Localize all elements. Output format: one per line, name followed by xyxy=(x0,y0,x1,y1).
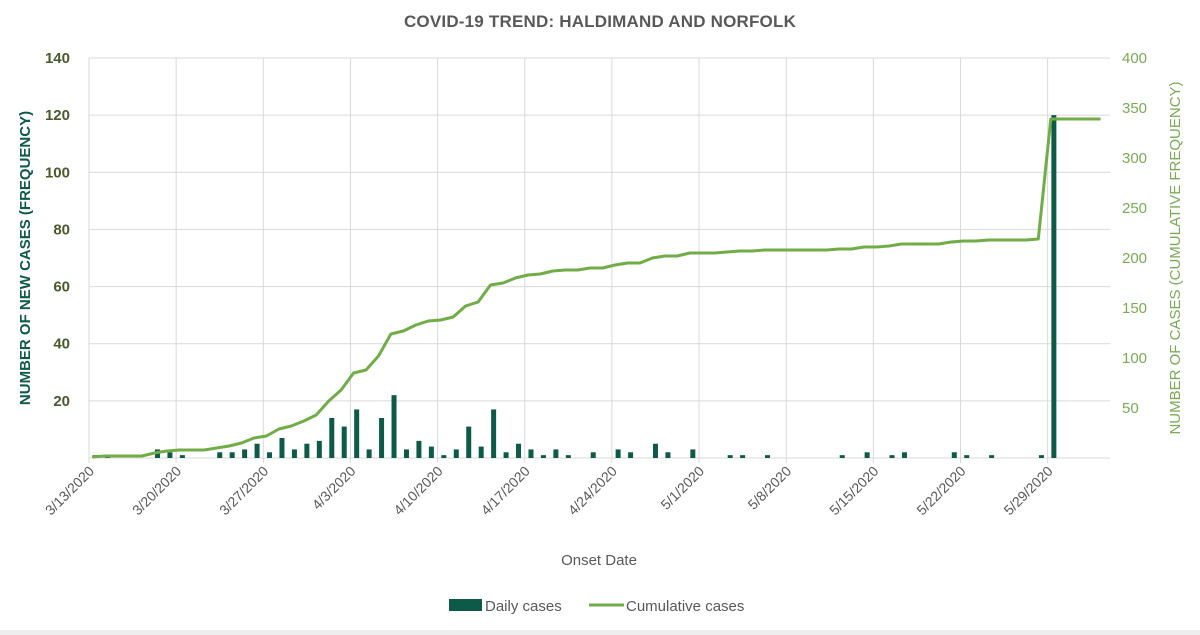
left-tick-label: 100 xyxy=(45,164,70,181)
x-tick-label: 5/15/2020 xyxy=(826,463,882,519)
right-tick-label: 50 xyxy=(1122,400,1139,417)
daily-bar xyxy=(765,455,771,458)
legend-swatch-bar-icon xyxy=(449,599,482,611)
daily-bar xyxy=(491,409,497,458)
daily-bar xyxy=(528,449,534,458)
legend-label: Daily cases xyxy=(485,598,562,615)
right-axis-title: NUMBER OF CASES (CUMULATIVE FREQUENCY) xyxy=(1167,81,1184,434)
daily-bar xyxy=(279,438,285,458)
legend-label: Cumulative cases xyxy=(626,598,744,615)
legend: Daily cases Cumulative cases xyxy=(449,598,744,615)
x-tick-label: 4/24/2020 xyxy=(565,463,621,519)
daily-bar xyxy=(901,452,907,458)
daily-bar xyxy=(341,426,347,458)
daily-bar xyxy=(740,455,746,458)
daily-bar xyxy=(864,452,870,458)
gridlines xyxy=(88,57,1110,463)
right-tick-label: 300 xyxy=(1122,150,1147,167)
left-tick-label: 140 xyxy=(45,50,70,67)
right-tick-label: 200 xyxy=(1122,250,1147,267)
daily-bar xyxy=(167,452,173,458)
daily-bar xyxy=(354,409,360,458)
legend-item-cumulative[interactable]: Cumulative cases xyxy=(589,598,744,615)
x-tick-label: 5/29/2020 xyxy=(1000,463,1056,519)
daily-bar xyxy=(217,452,223,458)
daily-bar xyxy=(316,440,322,458)
daily-bar xyxy=(565,455,571,458)
cumulative-polyline xyxy=(91,117,1101,459)
daily-cases-bars xyxy=(92,115,1057,459)
right-axis-ticks: 50 100 150 200 250 300 350 400 xyxy=(1122,50,1147,417)
daily-bar xyxy=(391,395,397,458)
daily-bar xyxy=(665,452,671,458)
right-tick-label: 350 xyxy=(1122,100,1147,117)
daily-bar xyxy=(466,426,472,458)
daily-bar xyxy=(179,455,185,458)
daily-bar xyxy=(453,449,459,458)
x-tick-label: 3/20/2020 xyxy=(129,463,185,519)
daily-bar xyxy=(1038,455,1044,458)
left-tick-label: 80 xyxy=(53,221,70,238)
x-tick-label: 4/3/2020 xyxy=(309,463,359,513)
daily-bar xyxy=(553,449,559,458)
daily-bar xyxy=(416,440,422,458)
daily-bar xyxy=(304,443,310,458)
chart-title: COVID-19 TREND: HALDIMAND AND NORFOLK xyxy=(403,12,797,31)
cumulative-cases-line xyxy=(91,117,1101,459)
daily-bar xyxy=(403,449,409,458)
daily-bar xyxy=(727,455,733,458)
right-tick-label: 250 xyxy=(1122,200,1147,217)
daily-bar xyxy=(379,418,385,458)
daily-bar xyxy=(652,443,658,458)
daily-bar xyxy=(366,449,372,458)
left-tick-label: 20 xyxy=(53,393,70,410)
daily-bar xyxy=(329,418,335,458)
daily-bar xyxy=(889,455,895,458)
daily-bar xyxy=(229,452,235,458)
daily-bar xyxy=(540,455,546,458)
x-tick-label: 5/8/2020 xyxy=(744,463,794,513)
x-tick-label: 3/27/2020 xyxy=(216,463,272,519)
daily-bar xyxy=(254,443,260,458)
daily-bar xyxy=(267,452,273,458)
daily-bar xyxy=(615,449,621,458)
left-tick-label: 120 xyxy=(45,107,70,124)
x-axis-title: Onset Date xyxy=(561,552,637,569)
right-tick-label: 150 xyxy=(1122,300,1147,317)
daily-bar xyxy=(1051,115,1057,459)
x-tick-label: 4/17/2020 xyxy=(478,463,534,519)
left-tick-label: 40 xyxy=(53,336,70,353)
daily-bar xyxy=(291,449,297,458)
x-tick-label: 3/13/2020 xyxy=(42,463,98,519)
daily-bar xyxy=(951,452,957,458)
daily-bar xyxy=(428,446,434,458)
x-tick-label: 4/10/2020 xyxy=(390,463,446,519)
left-axis-title: NUMBER OF NEW CASES (FREQUENCY) xyxy=(17,111,34,405)
right-tick-label: 400 xyxy=(1122,50,1147,67)
right-tick-label: 100 xyxy=(1122,350,1147,367)
daily-bar xyxy=(964,455,970,458)
x-tick-label: 5/22/2020 xyxy=(913,463,969,519)
left-tick-label: 60 xyxy=(53,279,70,296)
daily-bar xyxy=(590,452,596,458)
x-axis-ticks: 3/13/2020 3/20/2020 3/27/2020 4/3/2020 4/10/… xyxy=(42,463,1056,519)
left-axis-ticks: 20 40 60 80 100 120 140 xyxy=(45,50,70,410)
daily-bar xyxy=(690,449,696,458)
daily-bar xyxy=(242,449,248,458)
legend-item-daily[interactable]: Daily cases xyxy=(449,598,562,615)
daily-bar xyxy=(516,443,522,458)
daily-bar xyxy=(989,455,995,458)
x-tick-label: 5/1/2020 xyxy=(657,463,707,513)
daily-bar xyxy=(628,452,634,458)
daily-bar xyxy=(839,455,845,458)
bottom-border xyxy=(0,630,1200,635)
daily-bar xyxy=(441,455,447,458)
daily-bar xyxy=(478,446,484,458)
daily-bar xyxy=(503,452,509,458)
